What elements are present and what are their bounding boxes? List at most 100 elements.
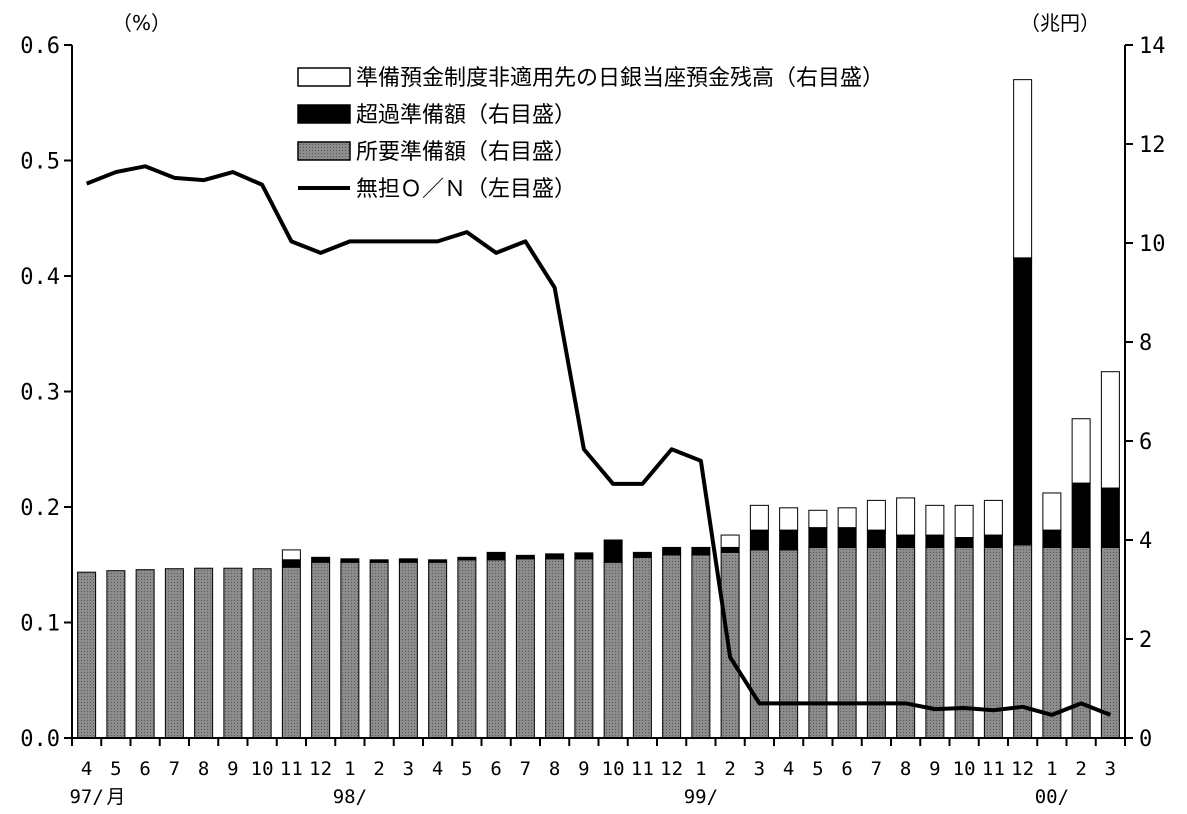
right-tick-label: 6 [1139, 430, 1152, 455]
category-label: 7 [169, 758, 180, 780]
category-label: 2 [724, 758, 735, 780]
non-reserve-deposit-bar [1042, 492, 1062, 531]
excess-reserve-bar [925, 534, 945, 548]
right-axis-unit: （兆円） [1020, 11, 1100, 35]
year-label: 97/ [69, 786, 103, 808]
required-reserve-bar [837, 546, 857, 739]
category-label: 10 [953, 758, 976, 780]
excess-reserve-bar [954, 537, 974, 548]
required-reserve-bar [1071, 546, 1091, 739]
category-label: 3 [403, 758, 414, 780]
excess-reserve-bar [574, 552, 594, 560]
required-reserve-bar [603, 561, 623, 739]
category-label: 11 [982, 758, 1005, 780]
excess-reserve-bar [662, 546, 682, 556]
excess-reserve-bar [603, 539, 623, 563]
legend-swatch [297, 67, 351, 87]
required-reserve-bar [369, 561, 389, 739]
year-label: 月 [106, 786, 125, 808]
year-label: 98/ [333, 786, 367, 808]
required-reserve-bar [574, 558, 594, 739]
excess-reserve-bar [632, 551, 652, 558]
required-reserve-bar [779, 549, 799, 739]
non-reserve-deposit-bar [720, 534, 740, 548]
legend-layer: 準備預金制度非適用先の日銀当座預金残高（右目盛） 超過準備額（右目盛） 所要準備額（… [297, 66, 884, 202]
excess-reserve-bar [457, 556, 477, 561]
required-reserve-bar [223, 567, 243, 739]
category-label: 1 [695, 758, 706, 780]
non-reserve-deposit-bar [1100, 371, 1120, 489]
category-label: 3 [754, 758, 765, 780]
legend-label: 無担Ｏ／Ｎ（左目盛） [356, 177, 576, 202]
non-reserve-deposit-bar [808, 509, 828, 529]
category-label: 3 [1105, 758, 1116, 780]
excess-reserve-bar [1071, 482, 1091, 548]
category-label: 9 [578, 758, 589, 780]
non-reserve-deposit-bar [983, 499, 1003, 536]
excess-reserve-bar [749, 529, 769, 551]
required-reserve-bar [866, 546, 886, 739]
required-reserve-bar [106, 570, 126, 739]
right-tick-label: 2 [1139, 628, 1152, 653]
category-label: 6 [490, 758, 501, 780]
excess-reserve-bar [837, 527, 857, 548]
excess-reserve-bar [545, 553, 565, 560]
excess-reserve-bar [1042, 529, 1062, 548]
category-label: 7 [520, 758, 531, 780]
required-reserve-bar [311, 561, 331, 739]
category-label: 8 [549, 758, 560, 780]
excess-reserve-bar [983, 534, 1003, 548]
right-tick-label: 10 [1139, 232, 1166, 257]
category-label: 12 [309, 758, 332, 780]
legend-label: 準備預金制度非適用先の日銀当座預金残高（右目盛） [356, 66, 884, 91]
category-label: 9 [929, 758, 940, 780]
excess-reserve-bar [808, 527, 828, 548]
category-label: 8 [900, 758, 911, 780]
year-label: 99/ [684, 786, 718, 808]
required-reserve-bar [428, 561, 448, 739]
line-layer [85, 164, 1112, 717]
legend-swatch [297, 141, 351, 161]
excess-reserve-bar [398, 558, 418, 563]
right-tick-label: 14 [1139, 34, 1166, 59]
left-tick-label: 0.6 [20, 34, 60, 59]
overnight-rate-line [85, 164, 1112, 717]
left-tick-label: 0.1 [20, 612, 60, 637]
excess-reserve-bar [369, 559, 389, 563]
required-reserve-bar [164, 568, 184, 739]
category-label: 6 [841, 758, 852, 780]
legend-swatch [297, 104, 351, 124]
non-reserve-deposit-bar [749, 504, 769, 531]
non-reserve-deposit-bar [281, 549, 301, 561]
excess-reserve-bar [515, 554, 535, 560]
category-label: 12 [660, 758, 683, 780]
non-reserve-deposit-bar [896, 497, 916, 536]
excess-reserve-bar [340, 558, 360, 563]
required-reserve-bar [398, 561, 418, 739]
required-reserve-bar [749, 549, 769, 739]
required-reserve-bar [281, 566, 301, 739]
year-label: 00/ [1035, 786, 1069, 808]
category-label: 12 [1011, 758, 1034, 780]
right-tick-label: 8 [1139, 331, 1152, 356]
required-reserve-bar [340, 561, 360, 739]
required-reserve-bar [515, 558, 535, 739]
required-reserve-bar [486, 559, 506, 739]
non-reserve-deposit-bar [837, 507, 857, 529]
excess-reserve-bar [691, 546, 711, 556]
right-tick-label: 12 [1139, 133, 1166, 158]
excess-reserve-bar [486, 551, 506, 561]
required-reserve-bar [1042, 546, 1062, 739]
left-axis-unit: （%） [112, 11, 171, 35]
excess-reserve-bar [896, 534, 916, 548]
category-label: 5 [461, 758, 472, 780]
left-tick-label: 0.3 [20, 381, 60, 406]
left-tick-label: 0.4 [20, 265, 60, 290]
required-reserve-bar [691, 554, 711, 739]
left-tick-label: 0.0 [20, 727, 60, 752]
legend-label: 所要準備額（右目盛） [356, 140, 576, 165]
category-label: 1 [1046, 758, 1057, 780]
category-label: 10 [251, 758, 274, 780]
required-reserve-bar [896, 546, 916, 739]
excess-reserve-bar [281, 559, 301, 568]
